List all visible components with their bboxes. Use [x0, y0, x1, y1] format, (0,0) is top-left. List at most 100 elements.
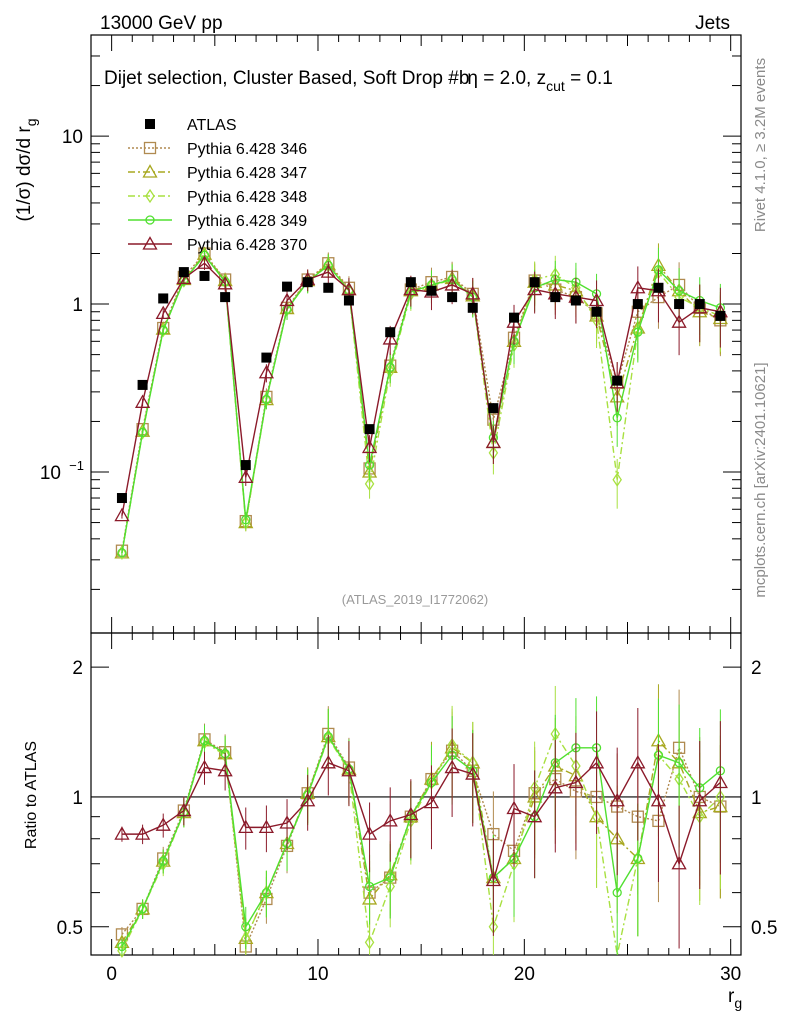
x-tick-label: 30 — [720, 964, 741, 985]
series-point-top — [341, 281, 357, 296]
series-line-top — [121, 252, 721, 551]
series-point-top — [261, 394, 272, 405]
series-point-top — [630, 279, 646, 294]
series-point-ratio — [444, 759, 460, 774]
series-point-top — [674, 286, 684, 296]
series-point-ratio — [158, 856, 168, 866]
data-point — [612, 375, 623, 386]
series-point-ratio — [385, 872, 395, 883]
legend-label: Pythia 6.428 348 — [187, 189, 307, 206]
series-point-ratio — [117, 943, 127, 958]
data-point — [323, 282, 334, 293]
series-point-top — [671, 314, 687, 328]
data-point — [240, 460, 251, 471]
series-line-ratio — [121, 735, 721, 943]
series-layer — [114, 243, 728, 958]
series-point-top — [385, 362, 395, 372]
series-point-top — [612, 413, 622, 423]
series-point-top — [241, 515, 251, 525]
data-point — [529, 277, 540, 288]
series-line-top — [121, 253, 721, 553]
series-point-ratio — [423, 794, 440, 809]
series-point-ratio — [261, 887, 272, 898]
y-tick-label-ratio: 1 — [72, 788, 83, 809]
data-point — [343, 295, 354, 306]
data-series — [116, 267, 726, 504]
series-point-ratio — [217, 762, 233, 777]
data-point — [261, 352, 272, 363]
series-point-top — [279, 292, 295, 307]
mcplots-label: mcplots.cern.ch [arXiv:2401.10621] — [752, 362, 769, 597]
y-axis-label-top: (1/σ) dσ/d rg — [14, 118, 39, 221]
y-tick-label-top: 10 — [62, 127, 83, 148]
series-point-top — [238, 469, 254, 483]
y-tick-label-ratio-right: 2 — [751, 658, 762, 679]
series-point-top — [134, 394, 151, 408]
series-point-ratio — [199, 736, 210, 746]
series-point-top — [465, 286, 481, 300]
series-point-ratio — [134, 826, 151, 840]
data-point — [199, 270, 210, 281]
series-point-ratio — [155, 817, 171, 831]
top-axes: 10 −1 1 10 — [40, 34, 741, 590]
series-point-ratio — [485, 872, 501, 887]
series-point-ratio — [674, 758, 684, 768]
series-point-top — [612, 472, 622, 487]
series-4 — [114, 255, 728, 949]
series-line-ratio — [121, 732, 721, 950]
series-point-top — [527, 281, 543, 296]
legend: ATLAS Pythia 6.428 346 Pythia 6.428 347 Pyt… — [128, 117, 307, 254]
series-point-ratio — [547, 779, 563, 794]
legend-marker — [143, 141, 157, 155]
data-point — [509, 312, 520, 323]
series-point-top — [588, 292, 605, 307]
series-point-top — [485, 434, 501, 449]
series-point-top — [117, 548, 127, 558]
series-point-ratio — [506, 800, 522, 815]
series-point-ratio — [196, 759, 213, 774]
data-point — [447, 292, 458, 303]
series-point-ratio — [279, 815, 295, 829]
series-point-ratio — [568, 774, 584, 789]
series-point-top — [320, 264, 336, 278]
x-tick-label: 0 — [106, 964, 117, 985]
data-point — [674, 299, 685, 310]
series-line-top — [121, 254, 721, 553]
series-point-ratio — [382, 813, 398, 827]
data-point — [302, 277, 313, 288]
legend-marker — [145, 188, 155, 204]
series-point-ratio — [403, 806, 419, 821]
series-point-ratio — [361, 826, 378, 840]
series-point-ratio — [364, 881, 375, 892]
data-point — [632, 299, 643, 310]
data-point — [653, 282, 664, 293]
series-point-ratio — [137, 904, 148, 914]
series-point-top — [137, 427, 148, 438]
legend-marker — [145, 215, 155, 225]
series-point-ratio — [176, 802, 192, 817]
x-tick-label: 10 — [307, 964, 328, 985]
series-point-top — [179, 273, 189, 288]
data-point — [220, 292, 231, 303]
series-point-ratio — [671, 855, 687, 870]
data-point — [694, 299, 705, 310]
series-point-ratio — [341, 762, 357, 777]
data-point — [715, 310, 726, 321]
series-point-top — [361, 439, 378, 454]
series-line-top — [121, 262, 721, 516]
series-line-top — [121, 254, 721, 553]
legend-marker — [142, 164, 158, 178]
plot-title: Dijet selection, Cluster Based, Soft Dro… — [104, 68, 613, 94]
ratio-panel-frame — [90, 632, 742, 956]
series-point-top — [258, 364, 275, 379]
y-tick-label-ratio-right: 0.5 — [751, 918, 777, 939]
legend-label: Pythia 6.428 349 — [187, 213, 307, 230]
series-point-ratio — [633, 853, 643, 864]
data-point — [550, 292, 561, 303]
series-point-ratio — [588, 754, 605, 769]
series-point-ratio — [609, 792, 625, 807]
series-point-top — [155, 305, 171, 320]
series-point-top — [444, 277, 460, 291]
series-point-ratio — [258, 819, 275, 834]
